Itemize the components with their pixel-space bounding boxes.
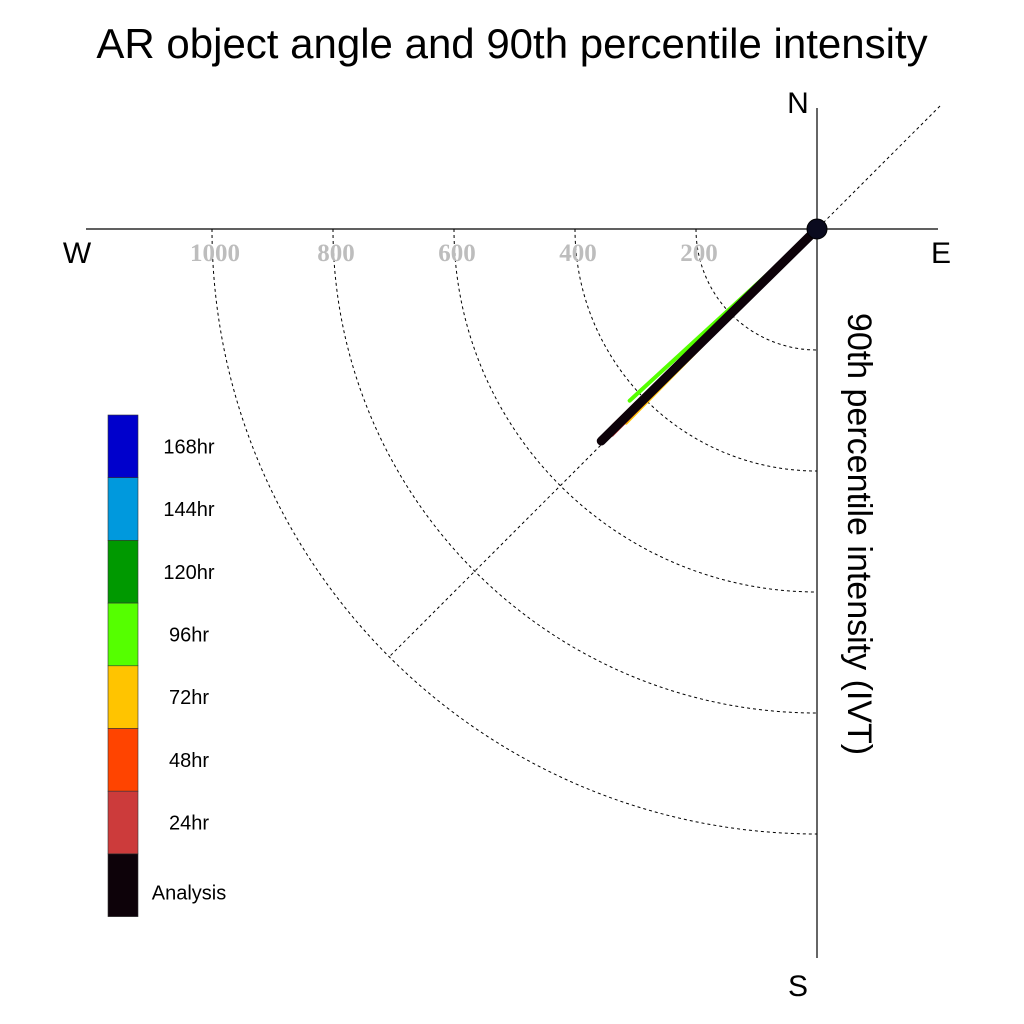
legend: 168hr 144hr 120hr 96hr 72hr 48hr 24hr Analysis (107, 414, 226, 917)
grid-arc-800 (332, 228, 818, 714)
legend-label-168hr: 168hr (163, 436, 214, 458)
grid-arc-400 (574, 228, 818, 472)
tick-label-400: 400 (559, 240, 597, 267)
series-vectors (596, 224, 822, 446)
legend-swatch-48hr (107, 728, 139, 792)
east-label: E (931, 237, 951, 270)
tick-label-800: 800 (317, 240, 355, 267)
chart-title: AR object angle and 90th percentile inte… (96, 20, 927, 67)
y-axis-label: 90th percentile intensity (IVT) (840, 313, 878, 755)
legend-label-72hr: 72hr (169, 687, 209, 709)
legend-label-analysis: Analysis (152, 882, 226, 904)
tick-label-1000: 1000 (190, 240, 240, 267)
legend-swatch-120hr (107, 540, 139, 604)
north-label: N (787, 87, 809, 120)
legend-swatch-72hr (107, 665, 139, 729)
grid-arc-200 (695, 228, 818, 351)
south-label: S (788, 970, 808, 1003)
tick-label-600: 600 (438, 240, 476, 267)
legend-label-144hr: 144hr (163, 499, 214, 521)
vector-analysis (596, 224, 822, 446)
grid-arc-1000 (211, 228, 818, 835)
legend-swatch-24hr (107, 790, 139, 855)
legend-label-120hr: 120hr (163, 562, 214, 584)
legend-label-24hr: 24hr (169, 813, 209, 835)
legend-swatch-144hr (107, 477, 139, 541)
west-label: W (63, 237, 92, 270)
diagonal-reference-line (388, 105, 941, 658)
tick-label-200: 200 (680, 240, 718, 267)
radial-tick-labels: 200 400 600 800 1000 (190, 240, 718, 267)
legend-label-48hr: 48hr (169, 750, 209, 772)
legend-swatch-analysis (107, 853, 139, 917)
legend-swatch-96hr (107, 602, 139, 667)
origin-marker (806, 218, 828, 240)
polar-grid (211, 105, 941, 835)
legend-label-96hr: 96hr (169, 624, 209, 646)
legend-swatch-168hr (107, 414, 139, 479)
